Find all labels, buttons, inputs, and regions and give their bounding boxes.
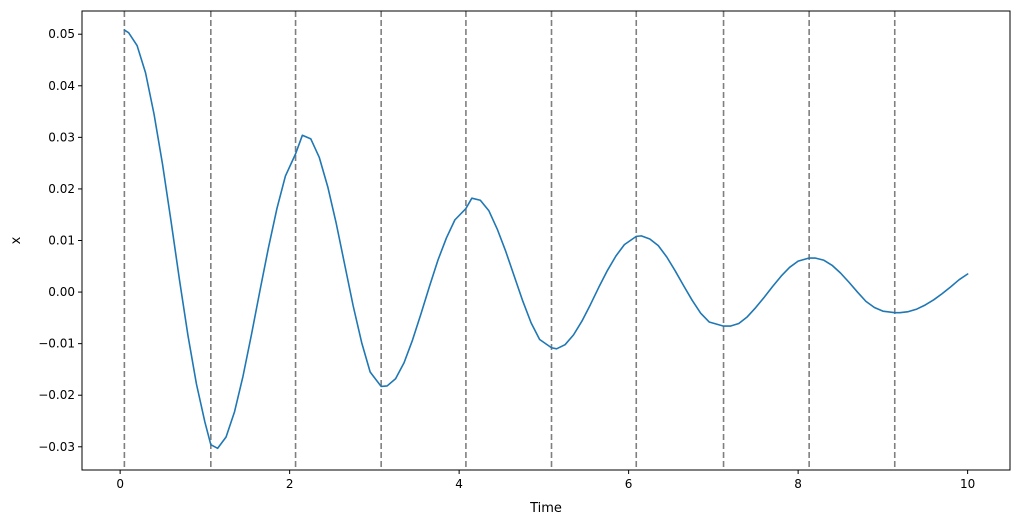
- x-tick-label-10: 10: [960, 477, 975, 491]
- y-tick-label-4: 0.01: [48, 234, 75, 248]
- y-axis-label: x: [9, 236, 24, 244]
- y-tick-label-0: −0.03: [38, 440, 75, 454]
- y-tick-label-8: 0.05: [48, 27, 75, 41]
- x-tick-label-6: 6: [625, 477, 633, 491]
- y-tick-label-6: 0.03: [48, 130, 75, 144]
- y-tick-label-2: −0.01: [38, 337, 75, 351]
- x-axis-label: Time: [529, 501, 562, 516]
- series-line-1: [123, 29, 969, 450]
- series-layer: [123, 29, 969, 450]
- y-axis-ticks: −0.03 −0.02 −0.01 0.00 0.01 0.02 0.03 0.04 0.05: [38, 27, 82, 454]
- x-tick-label-8: 8: [794, 477, 802, 491]
- y-tick-label-1: −0.02: [38, 388, 75, 402]
- x-axis-ticks: 0 2 4 6 8 10: [116, 470, 975, 491]
- y-tick-label-3: 0.00: [48, 285, 75, 299]
- y-tick-label-5: 0.02: [48, 182, 75, 196]
- y-tick-label-7: 0.04: [48, 79, 75, 93]
- x-tick-label-0: 0: [116, 477, 124, 491]
- plot-frame: [81, 10, 1011, 471]
- x-tick-label-2: 2: [286, 477, 294, 491]
- vertical-dashed-lines: [123, 11, 896, 470]
- x-tick-label-4: 4: [455, 477, 463, 491]
